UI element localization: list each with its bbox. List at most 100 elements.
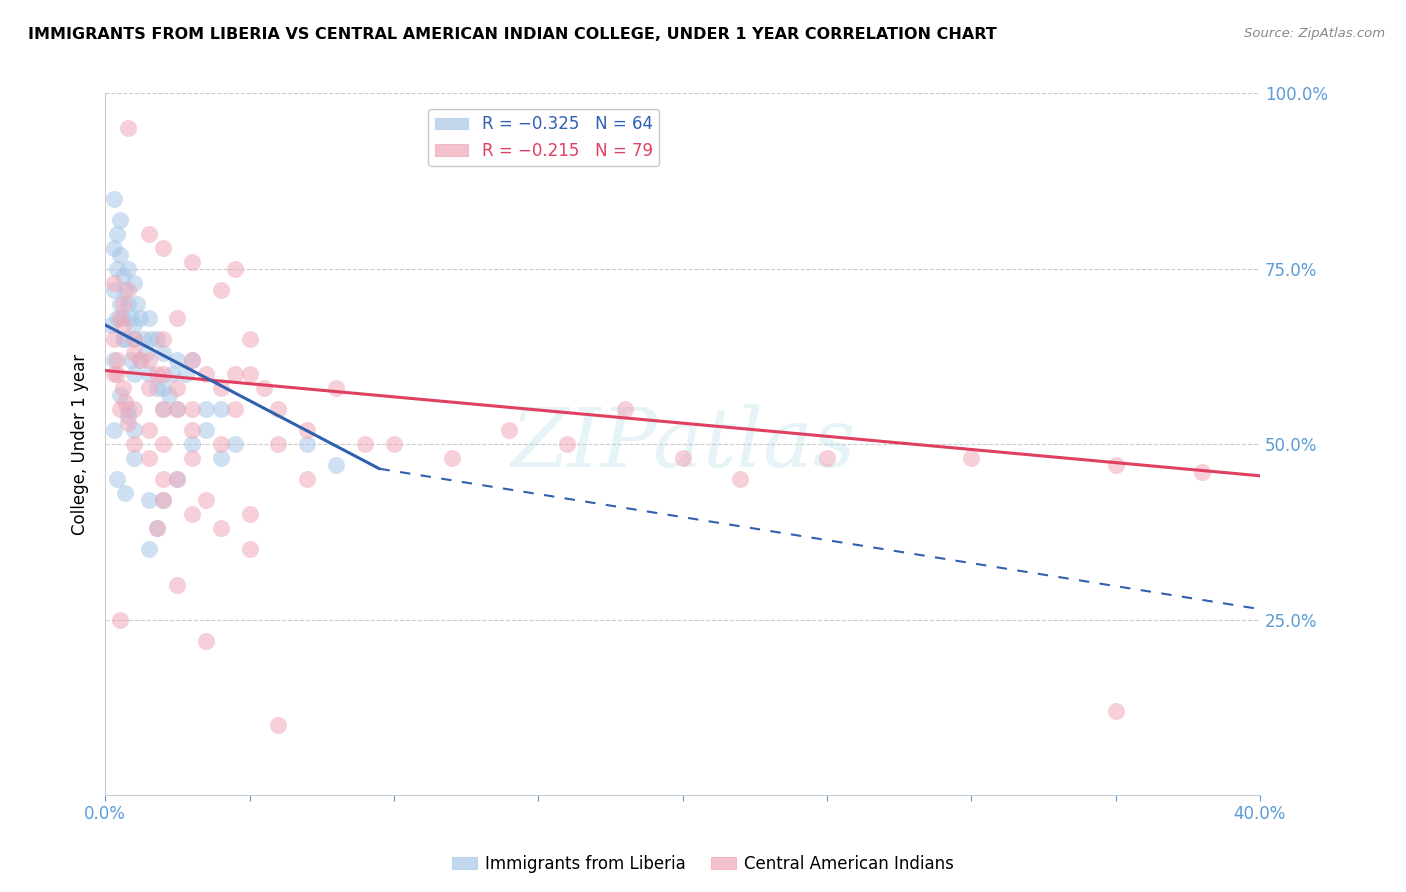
Point bbox=[122, 346, 145, 360]
Point bbox=[105, 353, 128, 368]
Point bbox=[157, 388, 180, 402]
Point bbox=[108, 248, 131, 262]
Point bbox=[166, 472, 188, 486]
Text: ZIPatlas: ZIPatlas bbox=[510, 404, 855, 484]
Point bbox=[122, 451, 145, 466]
Point bbox=[122, 332, 145, 346]
Point bbox=[325, 458, 347, 473]
Point bbox=[108, 388, 131, 402]
Point bbox=[117, 402, 139, 417]
Point bbox=[103, 241, 125, 255]
Point bbox=[141, 332, 163, 346]
Point bbox=[180, 353, 202, 368]
Point bbox=[613, 402, 636, 417]
Legend: R = −0.325   N = 64, R = −0.215   N = 79: R = −0.325 N = 64, R = −0.215 N = 79 bbox=[429, 109, 659, 167]
Point bbox=[555, 437, 578, 451]
Point bbox=[354, 437, 377, 451]
Point bbox=[382, 437, 405, 451]
Point bbox=[117, 121, 139, 136]
Point bbox=[103, 192, 125, 206]
Point bbox=[146, 367, 169, 381]
Point bbox=[111, 268, 134, 283]
Text: Source: ZipAtlas.com: Source: ZipAtlas.com bbox=[1244, 27, 1385, 40]
Legend: Immigrants from Liberia, Central American Indians: Immigrants from Liberia, Central America… bbox=[446, 848, 960, 880]
Point bbox=[166, 577, 188, 591]
Point bbox=[135, 346, 157, 360]
Point bbox=[122, 423, 145, 437]
Point bbox=[111, 297, 134, 311]
Point bbox=[108, 297, 131, 311]
Point bbox=[138, 381, 160, 395]
Point bbox=[103, 367, 125, 381]
Y-axis label: College, Under 1 year: College, Under 1 year bbox=[72, 353, 89, 535]
Point bbox=[152, 402, 174, 417]
Point bbox=[105, 227, 128, 241]
Point bbox=[325, 381, 347, 395]
Point bbox=[195, 423, 218, 437]
Point bbox=[195, 367, 218, 381]
Point bbox=[238, 332, 260, 346]
Point bbox=[146, 381, 169, 395]
Point bbox=[180, 437, 202, 451]
Point bbox=[166, 310, 188, 325]
Point bbox=[180, 254, 202, 268]
Point bbox=[108, 310, 131, 325]
Point bbox=[152, 493, 174, 508]
Point bbox=[209, 437, 232, 451]
Point bbox=[103, 276, 125, 290]
Point bbox=[111, 318, 134, 332]
Point bbox=[209, 402, 232, 417]
Point bbox=[152, 367, 174, 381]
Point bbox=[146, 332, 169, 346]
Point bbox=[180, 402, 202, 417]
Point bbox=[195, 633, 218, 648]
Point bbox=[117, 283, 139, 297]
Point bbox=[152, 493, 174, 508]
Point bbox=[117, 416, 139, 430]
Point bbox=[209, 451, 232, 466]
Point bbox=[238, 508, 260, 522]
Point bbox=[138, 367, 160, 381]
Point bbox=[103, 423, 125, 437]
Point bbox=[108, 212, 131, 227]
Point bbox=[224, 437, 246, 451]
Point bbox=[103, 283, 125, 297]
Point bbox=[138, 310, 160, 325]
Point bbox=[160, 367, 183, 381]
Point bbox=[1191, 465, 1213, 479]
Point bbox=[498, 423, 520, 437]
Point bbox=[166, 402, 188, 417]
Point bbox=[253, 381, 276, 395]
Point bbox=[122, 332, 145, 346]
Point bbox=[103, 332, 125, 346]
Point bbox=[440, 451, 463, 466]
Point bbox=[1104, 704, 1126, 718]
Point bbox=[111, 332, 134, 346]
Point bbox=[815, 451, 838, 466]
Point bbox=[152, 437, 174, 451]
Point bbox=[174, 367, 197, 381]
Point bbox=[138, 353, 160, 368]
Point bbox=[146, 521, 169, 535]
Point bbox=[111, 381, 134, 395]
Point bbox=[138, 451, 160, 466]
Point bbox=[960, 451, 983, 466]
Point bbox=[122, 276, 145, 290]
Point bbox=[166, 381, 188, 395]
Point bbox=[138, 423, 160, 437]
Point bbox=[209, 521, 232, 535]
Point bbox=[114, 395, 136, 409]
Point bbox=[128, 353, 150, 368]
Point bbox=[122, 437, 145, 451]
Point bbox=[146, 521, 169, 535]
Point bbox=[122, 402, 145, 417]
Point bbox=[166, 353, 188, 368]
Point bbox=[117, 261, 139, 276]
Point bbox=[125, 297, 148, 311]
Point bbox=[297, 472, 319, 486]
Point bbox=[108, 402, 131, 417]
Point bbox=[152, 241, 174, 255]
Point bbox=[297, 423, 319, 437]
Point bbox=[122, 367, 145, 381]
Point bbox=[297, 437, 319, 451]
